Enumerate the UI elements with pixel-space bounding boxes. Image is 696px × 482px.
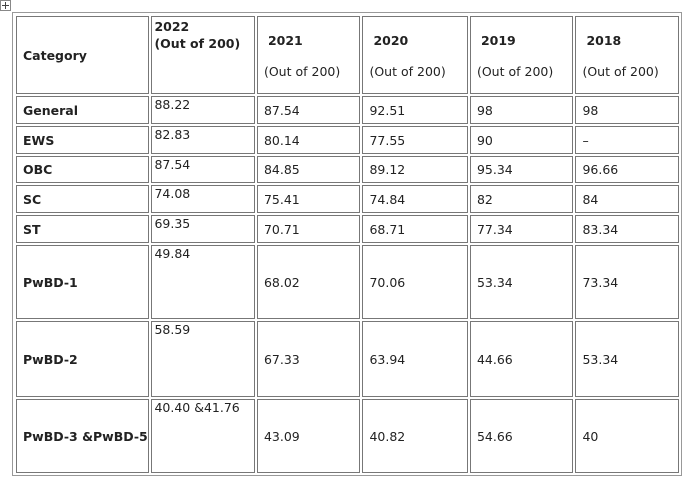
- header-year: 2022: [154, 19, 190, 34]
- row-header: ST: [16, 215, 150, 243]
- column-header: 2019 (Out of 200): [469, 16, 574, 94]
- column-header: 2021 (Out of 200): [256, 16, 361, 94]
- cell: 74.84: [362, 185, 468, 213]
- data-row: OBC 87.54 84.85 89.12 95.34 96.66: [16, 156, 679, 183]
- cell: 90: [469, 126, 574, 154]
- cell: 68.71: [362, 215, 468, 243]
- cell: 67.33: [256, 321, 361, 397]
- header-note: (Out of 200): [154, 36, 241, 51]
- data-row: ST 69.35 70.71 68.71 77.34 83.34: [16, 215, 679, 243]
- data-row: General 88.22 87.54 92.51 98 98: [16, 96, 679, 124]
- cell: 87.54: [151, 156, 255, 183]
- data-row: EWS 82.83 80.14 77.55 90–: [16, 126, 679, 154]
- cell: 88.22: [151, 96, 255, 124]
- cell: 80.14: [256, 126, 361, 154]
- cell: 95.34: [469, 156, 574, 183]
- data-row: PwBD-2 58.59 67.33 63.94 44.66 53.34: [16, 321, 679, 397]
- cutoff-table: Category 2022 (Out of 200) 2021 (Out of 200)…: [14, 14, 681, 475]
- cell: 84.85: [256, 156, 361, 183]
- move-handle[interactable]: [0, 0, 11, 11]
- cell: 89.12: [362, 156, 468, 183]
- column-header: 2018 (Out of 200): [575, 16, 679, 94]
- column-header: 2020 (Out of 200): [362, 16, 468, 94]
- cell: 44.66: [469, 321, 574, 397]
- column-header: 2022 (Out of 200): [151, 16, 255, 94]
- cell: 68.02: [256, 245, 361, 319]
- cell: 82: [469, 185, 574, 213]
- cell: 82.83: [151, 126, 255, 154]
- data-row: PwBD-3 &PwBD-5 40.40 &41.76 43.09 40.82 54.6…: [16, 399, 679, 473]
- row-header: PwBD-3 &PwBD-5: [16, 399, 150, 473]
- cell: 63.94: [362, 321, 468, 397]
- header-note: (Out of 200): [369, 64, 446, 79]
- cell: 98: [575, 96, 679, 124]
- row-header: General: [16, 96, 150, 124]
- cell: 77.55: [362, 126, 468, 154]
- cell: 49.84: [151, 245, 255, 319]
- header-note: (Out of 200): [582, 64, 659, 79]
- cell: 40.40 &41.76: [151, 399, 255, 473]
- header-year: 2018: [586, 33, 622, 48]
- row-header: SC: [16, 185, 150, 213]
- row-header: PwBD-2: [16, 321, 150, 397]
- cell: 69.35: [151, 215, 255, 243]
- header-row: Category 2022 (Out of 200) 2021 (Out of 200)…: [16, 16, 679, 94]
- data-row: PwBD-1 49.84 68.02 70.06 53.34 73.34: [16, 245, 679, 319]
- cell: 92.51: [362, 96, 468, 124]
- cell: 74.08: [151, 185, 255, 213]
- data-row: SC 74.08 75.41 74.84 82 84: [16, 185, 679, 213]
- cell: 54.66: [469, 399, 574, 473]
- cell: 40.82: [362, 399, 468, 473]
- cell: 75.41: [256, 185, 361, 213]
- header-year: 2020: [373, 33, 409, 48]
- cell: 40: [575, 399, 679, 473]
- row-header: EWS: [16, 126, 150, 154]
- cell: 73.34: [575, 245, 679, 319]
- header-year: 2021: [267, 33, 303, 48]
- cell: 84: [575, 185, 679, 213]
- column-header: Category: [16, 16, 150, 94]
- cell: 96.66: [575, 156, 679, 183]
- cell: 58.59: [151, 321, 255, 397]
- cell: 98: [469, 96, 574, 124]
- row-header: OBC: [16, 156, 150, 183]
- cell: 53.34: [575, 321, 679, 397]
- header-year: 2019: [480, 33, 516, 48]
- row-header: PwBD-1: [16, 245, 150, 319]
- header-note: (Out of 200): [263, 64, 341, 79]
- cell: –: [575, 126, 679, 154]
- cell: 77.34: [469, 215, 574, 243]
- cell: 53.34: [469, 245, 574, 319]
- header-note: (Out of 200): [476, 64, 554, 79]
- table-frame: Category 2022 (Out of 200) 2021 (Out of 200)…: [12, 12, 682, 476]
- cell: 87.54: [256, 96, 361, 124]
- cell: 43.09: [256, 399, 361, 473]
- cell: 83.34: [575, 215, 679, 243]
- cell: 70.71: [256, 215, 361, 243]
- cell: 70.06: [362, 245, 468, 319]
